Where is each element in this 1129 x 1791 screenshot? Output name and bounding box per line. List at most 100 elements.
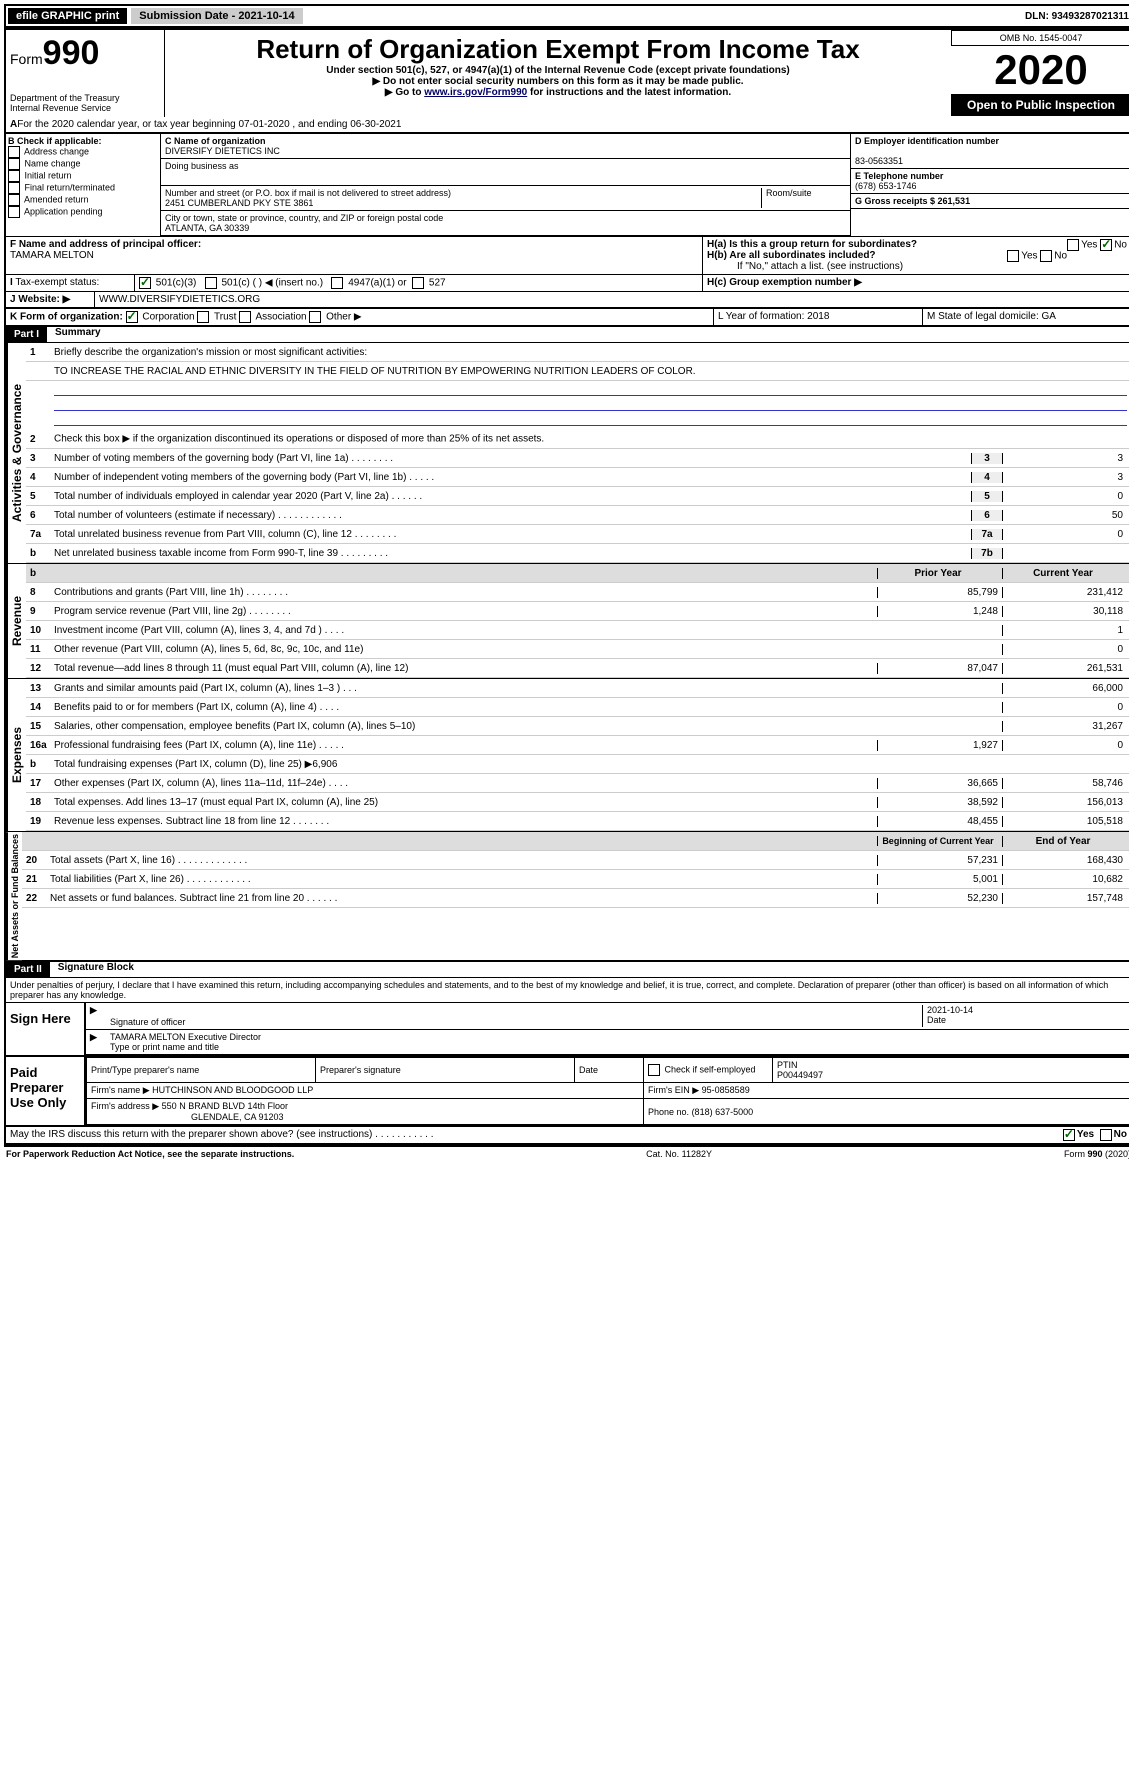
firm-addr1: 550 N BRAND BLVD 14th Floor xyxy=(162,1101,288,1111)
tax-status-label: Tax-exempt status: xyxy=(15,277,99,288)
irs-link[interactable]: www.irs.gov/Form990 xyxy=(424,87,527,98)
goto-pre: ▶ Go to xyxy=(385,87,424,98)
b-opt-checkbox[interactable] xyxy=(8,194,20,206)
preparer-sig-label: Preparer's signature xyxy=(316,1058,575,1083)
b-opt-checkbox[interactable] xyxy=(8,170,20,182)
form-header: Form990 Department of the Treasury Inter… xyxy=(4,28,1129,117)
ha-label: H(a) Is this a group return for subordin… xyxy=(707,239,917,250)
city-label: City or town, state or province, country… xyxy=(165,213,443,223)
b-opt-checkbox[interactable] xyxy=(8,206,20,218)
firm-name-label: Firm's name ▶ xyxy=(91,1085,150,1095)
firm-ein: 95-0858589 xyxy=(702,1085,750,1095)
sidebar-revenue: Revenue xyxy=(6,564,26,678)
527-label: 527 xyxy=(429,278,446,289)
b-opt-checkbox[interactable] xyxy=(8,182,20,194)
main-title: Return of Organization Exempt From Incom… xyxy=(169,34,947,65)
form-label: Form xyxy=(10,51,43,67)
ptin-label: PTIN xyxy=(777,1060,798,1070)
sig-date: 2021-10-14 xyxy=(927,1005,973,1015)
form-footer: Form 990 (2020) xyxy=(1064,1149,1129,1159)
year-formation: L Year of formation: 2018 xyxy=(714,309,923,325)
prior-year-hdr: Prior Year xyxy=(877,568,1002,579)
501c-label: 501(c) ( ) ◀ (insert no.) xyxy=(221,278,323,289)
501c-checkbox[interactable] xyxy=(205,277,217,289)
current-year-hdr: Current Year xyxy=(1002,568,1127,579)
other-label: Other ▶ xyxy=(326,312,361,323)
topbar: efile GRAPHIC print Submission Date - 20… xyxy=(4,4,1129,28)
self-employed-checkbox[interactable] xyxy=(648,1064,660,1076)
trust-label: Trust xyxy=(214,312,236,323)
phone-label: E Telephone number xyxy=(855,171,943,181)
subtitle: Under section 501(c), 527, or 4947(a)(1)… xyxy=(169,65,947,76)
yes-label-2: Yes xyxy=(1021,251,1037,262)
firm-ein-label: Firm's EIN ▶ xyxy=(648,1085,699,1095)
hb-no-checkbox[interactable] xyxy=(1040,250,1052,262)
phone-value: (678) 653-1746 xyxy=(855,181,917,191)
discuss-no-checkbox[interactable] xyxy=(1100,1129,1112,1141)
part2-header: Part II Signature Block xyxy=(4,962,1129,978)
discuss-no: No xyxy=(1114,1129,1127,1141)
assoc-checkbox[interactable] xyxy=(239,311,251,323)
preparer-name-label: Print/Type preparer's name xyxy=(87,1058,316,1083)
ha-no-checkbox[interactable] xyxy=(1100,239,1112,251)
other-checkbox[interactable] xyxy=(309,311,321,323)
goto-post: for instructions and the latest informat… xyxy=(527,87,731,98)
hb-label: H(b) Are all subordinates included? xyxy=(707,250,876,261)
k-label: K Form of organization: xyxy=(10,312,123,323)
self-employed-label: Check if self-employed xyxy=(665,1065,756,1075)
page-footer: For Paperwork Reduction Act Notice, see … xyxy=(4,1145,1129,1161)
mission-text: TO INCREASE THE RACIAL AND ETHNIC DIVERS… xyxy=(26,362,1129,381)
sidebar-activities: Activities & Governance xyxy=(6,343,26,563)
ptin-value: P00449497 xyxy=(777,1070,823,1080)
perjury-declaration: Under penalties of perjury, I declare th… xyxy=(4,978,1129,1003)
part1-title: Summary xyxy=(47,327,101,342)
corp-checkbox[interactable] xyxy=(126,311,138,323)
b-opt-checkbox[interactable] xyxy=(8,158,20,170)
discuss-yes-checkbox[interactable] xyxy=(1063,1129,1075,1141)
officer-label: F Name and address of principal officer: xyxy=(10,239,201,250)
org-name: DIVERSIFY DIETETICS INC xyxy=(165,146,280,156)
hb-yes-checkbox[interactable] xyxy=(1007,250,1019,262)
addr-label: Number and street (or P.O. box if mail i… xyxy=(165,188,451,198)
firm-phone: (818) 637-5000 xyxy=(692,1107,754,1117)
501c3-checkbox[interactable] xyxy=(139,277,151,289)
officer-printed-name: TAMARA MELTON Executive Director xyxy=(110,1032,261,1042)
discuss-label: May the IRS discuss this return with the… xyxy=(10,1129,1063,1141)
4947-checkbox[interactable] xyxy=(331,277,343,289)
paid-preparer-section: Paid Preparer Use Only Print/Type prepar… xyxy=(4,1057,1129,1127)
state-domicile: M State of legal domicile: GA xyxy=(923,309,1129,325)
yes-label: Yes xyxy=(1081,240,1097,251)
part2-badge: Part II xyxy=(6,962,50,977)
ein-label: D Employer identification number xyxy=(855,136,999,146)
end-year-hdr: End of Year xyxy=(1002,836,1127,847)
q2-label: Check this box ▶ if the organization dis… xyxy=(54,434,544,445)
line-k: K Form of organization: Corporation Trus… xyxy=(4,309,1129,327)
b-opt-checkbox[interactable] xyxy=(8,146,20,158)
open-public-badge: Open to Public Inspection xyxy=(951,94,1129,116)
date-label: Date xyxy=(927,1015,946,1025)
begin-year-hdr: Beginning of Current Year xyxy=(877,836,1002,846)
city-value: ATLANTA, GA 30339 xyxy=(165,223,249,233)
preparer-date-label: Date xyxy=(575,1058,644,1083)
efile-button[interactable]: efile GRAPHIC print xyxy=(8,8,127,24)
sign-here-section: Sign Here ▶Signature of officer2021-10-1… xyxy=(4,1003,1129,1057)
part2-title: Signature Block xyxy=(50,962,134,977)
ha-yes-checkbox[interactable] xyxy=(1067,239,1079,251)
sig-officer-label: Signature of officer xyxy=(110,1017,185,1027)
q1-label: Briefly describe the organization's miss… xyxy=(54,347,1127,358)
dln: DLN: 93493287021311 xyxy=(1025,11,1129,22)
trust-checkbox[interactable] xyxy=(197,311,209,323)
ein-value: 83-0563351 xyxy=(855,156,903,166)
gross-receipts: G Gross receipts $ 261,531 xyxy=(851,194,1129,209)
expenses-section: Expenses 13Grants and similar amounts pa… xyxy=(4,678,1129,831)
527-checkbox[interactable] xyxy=(412,277,424,289)
name-title-label: Type or print name and title xyxy=(110,1042,219,1052)
firm-name: HUTCHINSON AND BLOODGOOD LLP xyxy=(152,1085,313,1095)
no-label-2: No xyxy=(1054,251,1067,262)
activities-governance-section: Activities & Governance 1Briefly describ… xyxy=(4,343,1129,563)
omb-number: OMB No. 1545-0047 xyxy=(951,30,1129,46)
irs-label: Internal Revenue Service xyxy=(10,103,160,113)
sign-here-label: Sign Here xyxy=(6,1003,86,1055)
no-label: No xyxy=(1114,240,1127,251)
warning-ssn: ▶ Do not enter social security numbers o… xyxy=(169,76,947,87)
